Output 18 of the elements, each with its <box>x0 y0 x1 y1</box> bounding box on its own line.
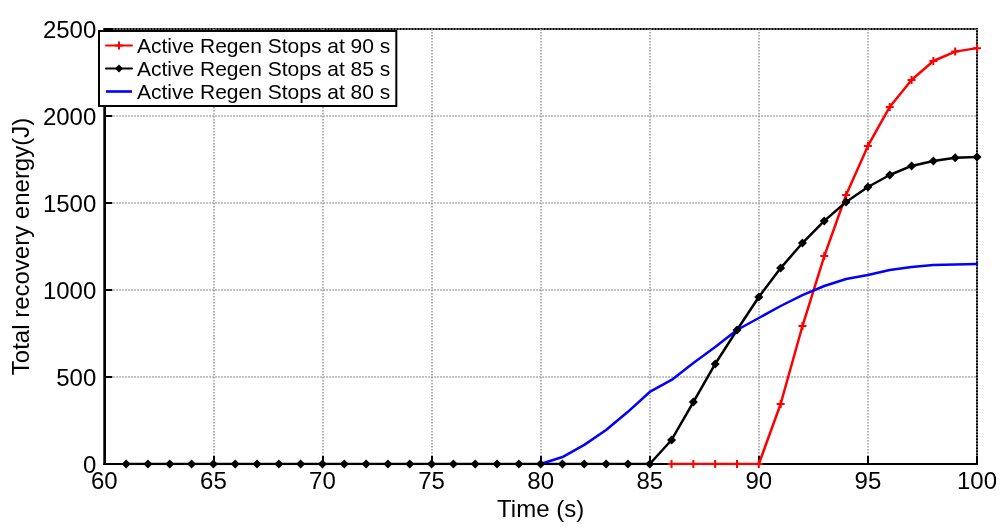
x-tick-label: 65 <box>200 466 227 494</box>
legend-label: Active Regen Stops at 85 s <box>137 57 391 80</box>
x-tick-label: 95 <box>854 466 882 494</box>
legend-label: Active Regen Stops at 80 s <box>137 80 391 103</box>
x-tick-label: 80 <box>527 466 554 494</box>
y-tick-label: 2500 <box>42 15 97 43</box>
y-tick-label: 2000 <box>42 102 97 130</box>
x-tick-label: 85 <box>636 466 664 494</box>
x-tick-label: 100 <box>956 466 998 494</box>
legend-label: Active Regen Stops at 90 s <box>137 34 391 57</box>
y-tick-label: 1000 <box>42 276 97 304</box>
x-tick-label: 75 <box>418 466 445 494</box>
y-tick-label: 1500 <box>42 189 97 217</box>
y-tick-label: 500 <box>56 363 97 391</box>
x-tick-label: 90 <box>745 466 773 494</box>
x-tick-label: 70 <box>309 466 336 494</box>
x-axis-title: Time (s) <box>497 495 585 523</box>
y-axis-title: Total recovery energy(J) <box>6 117 34 376</box>
